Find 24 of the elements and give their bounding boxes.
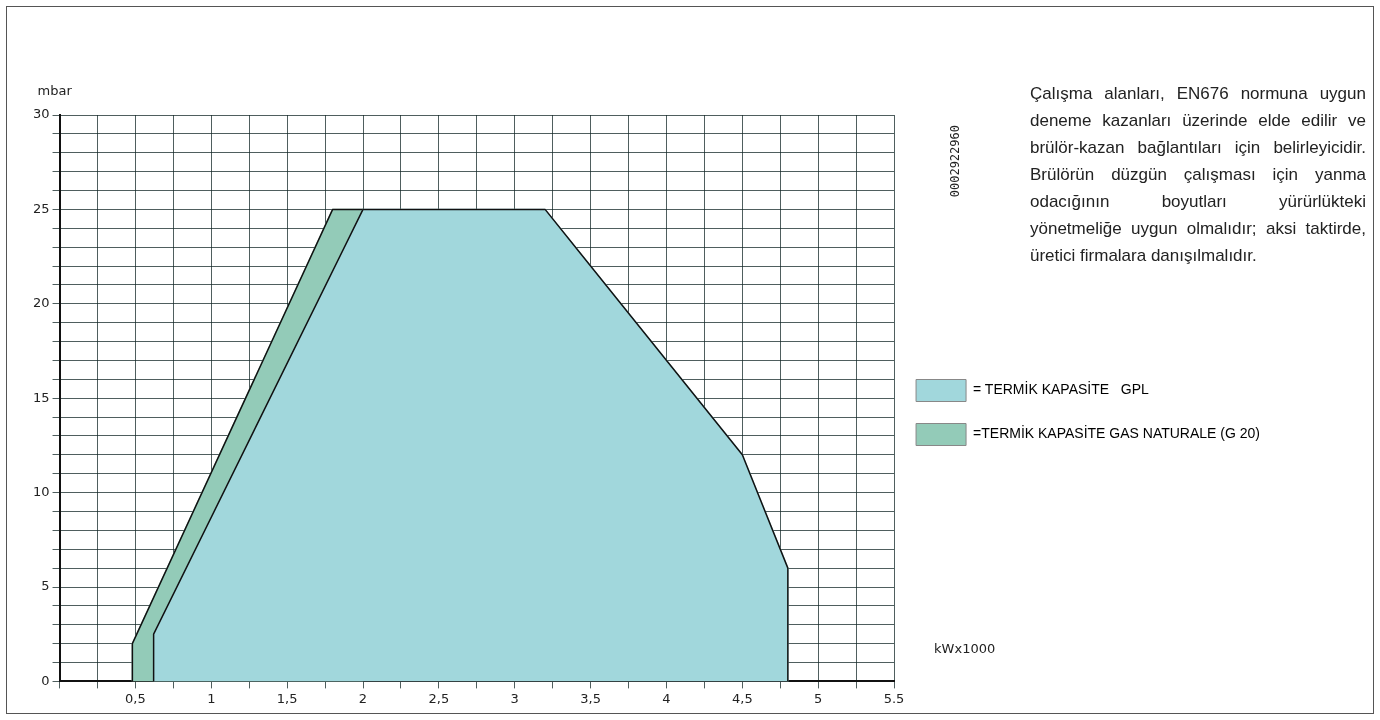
y-tick-label: 0 (41, 672, 50, 688)
y-tick-label: 25 (33, 200, 50, 216)
y-tick-label: 20 (33, 295, 50, 311)
y-tick-label: 5 (41, 578, 50, 594)
x-tick-label: 4,5 (731, 690, 753, 706)
x-axis-title: kWx1000 (934, 641, 996, 657)
text: Çalışma alanları, EN676 normuna uygun deneme kazanları üzerinde elde edilir ve brülör-kazan bağlantıları için belirleyicidir. Brülörün düzgün çalışması için yanma odacığının boyutları yürürlükteki yönetmeliğe uygun olmalıdır; aksi taktirde, üretici firmalara danışılmalıdır. (1030, 83, 1366, 267)
x-tick-label: 2 (358, 690, 368, 706)
x-tick-label: 0,5 (125, 690, 146, 706)
x-tick-label: 1,5 (276, 690, 298, 706)
x-tick-label: 3 (510, 690, 519, 706)
y-tick-label: 10 (33, 483, 50, 499)
legend-label: =TERMİK KAPASİTE GAS NATURALE (G 20) (973, 424, 1261, 442)
legend-label: = TERMİK KAPASİTE GPL (973, 380, 1149, 398)
x-tick-label: 5 (814, 690, 823, 706)
x-tick-label: 1 (207, 690, 216, 706)
y-tick-label: 30 (33, 106, 50, 122)
x-tick-label: 2,5 (428, 690, 450, 706)
y-axis-title: mbar (37, 83, 73, 98)
x-tick-label: 4 (662, 690, 671, 706)
x-tick-label: 5.5 (883, 690, 905, 706)
y-tick-label: 15 (33, 389, 50, 405)
x-tick-label: 3,5 (580, 690, 601, 706)
text: 0002922960 (948, 125, 962, 198)
